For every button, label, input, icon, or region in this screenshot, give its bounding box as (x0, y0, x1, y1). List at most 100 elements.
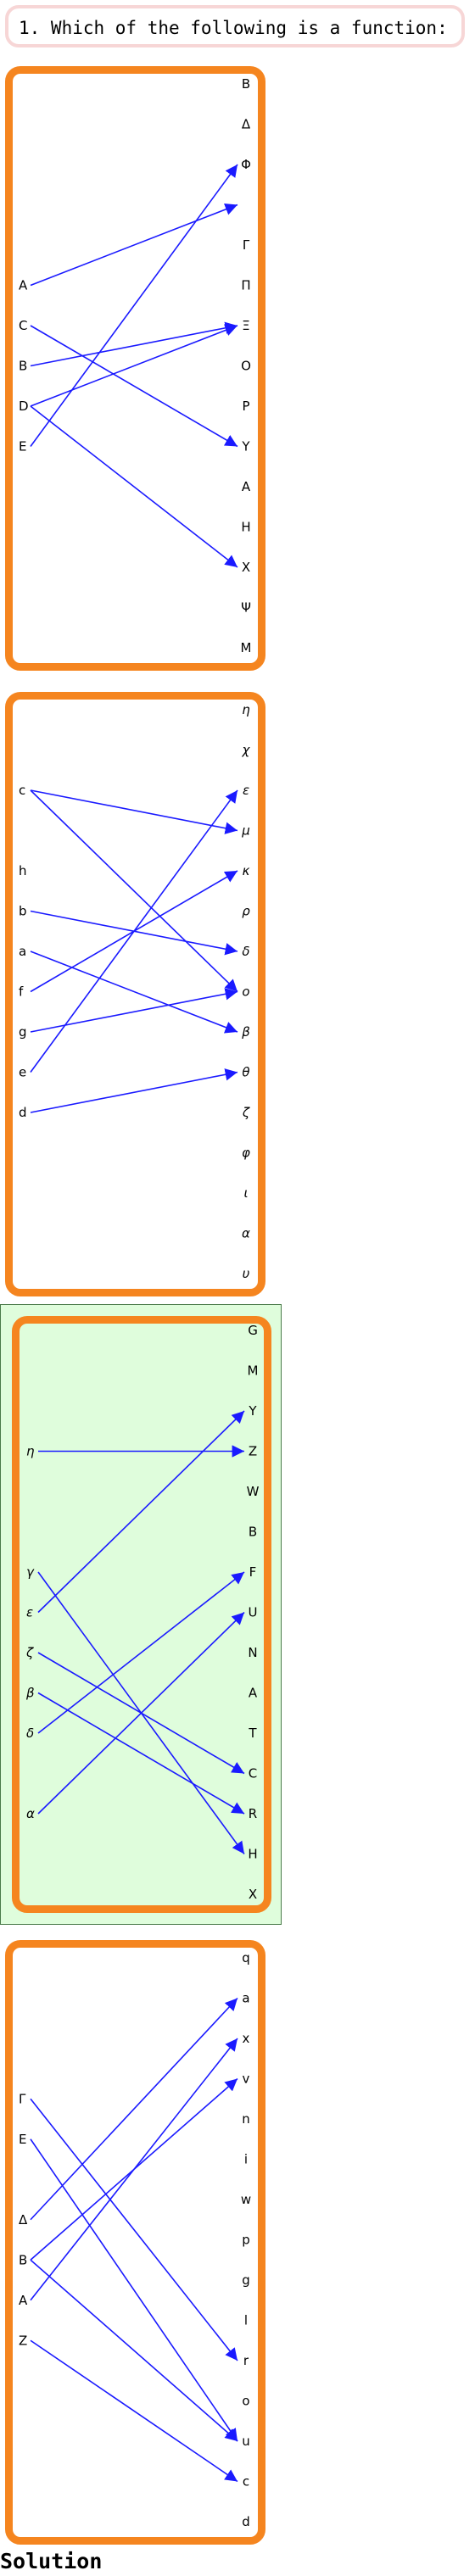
codomain-element: g (242, 2272, 250, 2288)
codomain-element: κ (243, 863, 250, 878)
domain-element: δ (26, 1726, 34, 1741)
codomain-element: R (249, 1806, 257, 1821)
codomain-element: Φ (241, 157, 251, 172)
mapping-arrow (30, 951, 238, 1034)
domain-element: Ζ (19, 2333, 27, 2348)
codomain-element: Ψ (241, 600, 251, 616)
codomain-element: N (248, 1645, 257, 1660)
mapping-arrow (30, 164, 238, 447)
domain-element: h (19, 863, 27, 878)
mapping-arrow (30, 405, 238, 568)
codomain-element: β (241, 1024, 250, 1040)
codomain-element: U (249, 1605, 258, 1620)
codomain-element: Y (248, 1403, 257, 1419)
domain-element: g (19, 1024, 27, 1040)
domain-element: c (19, 783, 25, 798)
domain-element: Α (19, 2293, 28, 2308)
codomain-element: W (247, 1484, 260, 1499)
mapping-arrow (37, 1571, 245, 1734)
codomain-element: ρ (242, 904, 250, 919)
codomain-element: Δ (242, 117, 251, 132)
codomain-element: T (248, 1726, 257, 1741)
domain-element: β (25, 1686, 35, 1701)
question-box: 1. Which of the following is a function: (5, 5, 465, 47)
codomain-element: F (249, 1564, 257, 1580)
domain-element: e (19, 1065, 26, 1080)
option-2-diagram: c h b a f g e d η χ ε μ κ ρ δ o β θ ζ φ ι α υ (19, 702, 251, 1281)
codomain-element: η (242, 702, 250, 717)
codomain-element: ι (243, 1185, 248, 1201)
mapping-arrow (30, 325, 238, 448)
codomain-element: o (242, 984, 249, 1000)
mapping-arrow (30, 1068, 238, 1113)
codomain-element: i (244, 2152, 248, 2167)
codomain-element: H (248, 1847, 257, 1862)
option-1[interactable]: A C B D E Β Δ Φ Γ Π Ξ Ο Ρ Υ Α Η Χ Ψ Μ (0, 61, 271, 677)
codomain-element: Ο (241, 359, 251, 374)
domain-element: α (26, 1806, 35, 1821)
domain-element: η (26, 1444, 35, 1459)
option-3-diagram: η γ ε ζ β δ α G M Y Z W B F U N A T C R H X (25, 1323, 260, 1902)
mapping-arrow (30, 988, 238, 1033)
codomain-element: Π (241, 278, 250, 293)
codomain-element: d (242, 2514, 250, 2529)
domain-element: B (19, 359, 27, 374)
option-3-correct[interactable]: η γ ε ζ β δ α G M Y Z W B F U N A T C R H X (0, 1304, 282, 1925)
codomain-element: q (242, 1950, 250, 1965)
codomain-element: Ξ (242, 318, 249, 333)
option-2[interactable]: c h b a f g e d η χ ε μ κ ρ δ o β θ ζ φ ι α υ (0, 687, 271, 1302)
mapping-arrow (30, 2339, 238, 2483)
domain-element: Β (19, 2252, 27, 2267)
codomain-element: υ (243, 1266, 250, 1281)
domain-element: Δ (19, 2212, 28, 2228)
mapping-arrow (30, 324, 238, 407)
mapping-arrow (37, 1410, 245, 1614)
option-2-panel (5, 692, 265, 1296)
codomain-element: χ (242, 743, 251, 758)
codomain-element: A (249, 1686, 258, 1701)
mapping-arrow (30, 1997, 238, 2221)
codomain-element: C (249, 1766, 257, 1781)
mapping-arrow (30, 2259, 238, 2442)
codomain-element: p (242, 2233, 250, 2248)
codomain-element: θ (242, 1065, 249, 1080)
codomain-element: x (243, 2031, 250, 2046)
codomain-element: Ρ (242, 399, 249, 414)
codomain-element: r (243, 2353, 249, 2368)
question-text: 1. Which of the following is a function: (19, 18, 448, 38)
mapping-arrow (30, 2138, 238, 2442)
domain-element: C (19, 318, 27, 333)
codomain-element: Z (249, 1444, 257, 1459)
domain-element: γ (26, 1564, 35, 1580)
domain-element: Γ (19, 2091, 26, 2106)
mapping-arrow (30, 789, 238, 993)
codomain-element: M (248, 1363, 259, 1379)
codomain-element: w (241, 2192, 251, 2207)
solution-heading: Solution (0, 2549, 103, 2573)
codomain-element: α (242, 1226, 250, 1241)
option-1-panel (5, 66, 265, 671)
codomain-element: Υ (241, 439, 250, 454)
codomain-element: X (249, 1887, 257, 1902)
option-1-diagram: A C B D E Β Δ Φ Γ Π Ξ Ο Ρ Υ Α Η Χ Ψ Μ (19, 76, 252, 655)
mapping-arrow (37, 1692, 245, 1815)
codomain-element: ζ (242, 1105, 250, 1120)
codomain-element: Γ (243, 237, 250, 253)
codomain-element: Χ (242, 560, 250, 575)
codomain-element: n (242, 2111, 250, 2127)
domain-element: d (19, 1105, 27, 1120)
codomain-element: G (248, 1323, 258, 1338)
mapping-arrow (30, 789, 238, 834)
mapping-arrow (30, 321, 238, 367)
codomain-element: v (243, 2071, 250, 2087)
codomain-element: l (244, 2313, 248, 2328)
option-4-panel (5, 1940, 265, 2545)
codomain-element: a (242, 1991, 249, 2006)
codomain-element: Α (242, 479, 251, 494)
codomain-element: φ (242, 1146, 250, 1161)
domain-element: A (19, 278, 28, 293)
codomain-element: Μ (241, 640, 252, 655)
mapping-arrow (37, 1611, 245, 1815)
domain-element: D (19, 399, 29, 414)
